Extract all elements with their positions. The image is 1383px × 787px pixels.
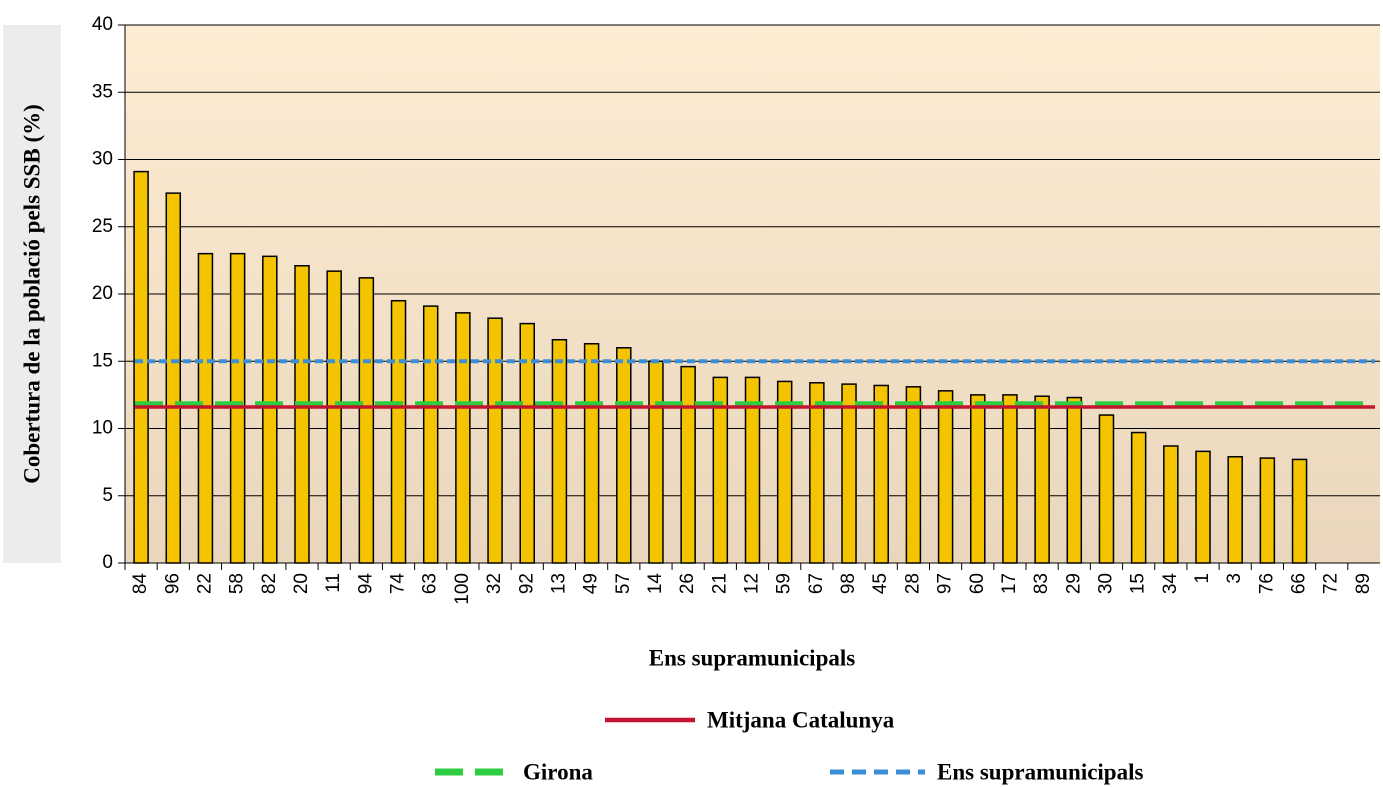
x-tick-label: 84 xyxy=(130,573,151,595)
bar xyxy=(487,317,503,564)
x-tick-label: 96 xyxy=(162,573,183,594)
x-tick-label: 1 xyxy=(1192,573,1213,584)
y-tick-label: 35 xyxy=(92,81,113,102)
x-tick-label: 58 xyxy=(227,573,248,594)
bar xyxy=(1291,458,1308,564)
y-tick-label: 5 xyxy=(102,485,113,506)
x-tick-label: 30 xyxy=(1095,573,1116,594)
bar xyxy=(1227,455,1243,564)
legend-label: Mitjana Catalunya xyxy=(707,707,895,732)
bar xyxy=(905,386,922,564)
x-tick-label: 72 xyxy=(1321,573,1342,594)
y-tick-label: 30 xyxy=(92,149,113,170)
x-tick-label: 66 xyxy=(1289,573,1310,594)
x-tick-label: 76 xyxy=(1256,573,1277,594)
x-tick-label: 20 xyxy=(291,573,312,594)
x-tick-label: 22 xyxy=(194,573,215,594)
x-tick-label: 82 xyxy=(259,573,280,594)
legend-label: Ens supramunicipals xyxy=(937,759,1143,784)
bar xyxy=(390,299,407,564)
bar xyxy=(1259,457,1276,564)
y-tick-label: 15 xyxy=(92,350,113,371)
bar xyxy=(1066,396,1083,564)
x-tick-label: 59 xyxy=(774,573,795,594)
bar xyxy=(1034,395,1050,564)
x-tick-label: 63 xyxy=(420,573,441,594)
bar xyxy=(1002,394,1018,564)
x-tick-label: 60 xyxy=(967,573,988,594)
bar xyxy=(616,347,632,564)
x-tick-label: 17 xyxy=(999,573,1020,594)
x-tick-label: 29 xyxy=(1063,573,1084,594)
x-tick-label: 3 xyxy=(1224,573,1245,584)
x-tick-label: 34 xyxy=(1160,573,1181,595)
x-tick-label: 74 xyxy=(388,573,409,595)
bar xyxy=(1163,445,1179,564)
x-tick-label: 49 xyxy=(581,573,602,594)
bar xyxy=(133,170,149,564)
x-tick-label: 98 xyxy=(838,573,859,594)
y-tick-label: 40 xyxy=(92,14,113,35)
x-tick-label: 14 xyxy=(645,573,666,595)
legend-label: Girona xyxy=(523,759,593,784)
x-axis-title: Ens supramunicipals xyxy=(649,645,855,670)
x-tick-label: 92 xyxy=(516,573,537,594)
bar xyxy=(841,383,857,564)
x-tick-label: 11 xyxy=(323,573,344,593)
x-tick-label: 89 xyxy=(1353,573,1374,594)
x-tick-label: 32 xyxy=(484,573,505,594)
x-tick-label: 97 xyxy=(935,573,956,594)
x-tick-label: 13 xyxy=(548,573,569,594)
bar xyxy=(1098,414,1115,564)
y-tick-label: 0 xyxy=(102,552,113,573)
bar xyxy=(358,277,375,564)
bar xyxy=(680,365,696,564)
x-tick-label: 45 xyxy=(870,573,891,594)
bar xyxy=(970,394,986,564)
bar xyxy=(551,338,568,564)
y-tick-label: 20 xyxy=(92,283,113,304)
x-tick-label: 83 xyxy=(1031,573,1052,594)
bar xyxy=(455,312,471,564)
bar xyxy=(422,305,439,564)
bar xyxy=(294,265,310,564)
x-tick-label: 94 xyxy=(355,573,376,595)
bar xyxy=(648,360,664,564)
bar xyxy=(326,270,342,564)
x-tick-label: 21 xyxy=(709,573,730,594)
bar xyxy=(583,343,600,564)
bar xyxy=(937,390,954,564)
bar xyxy=(873,384,889,564)
y-tick-label: 10 xyxy=(92,418,113,439)
y-tick-label: 25 xyxy=(92,216,113,237)
bar xyxy=(1130,431,1147,564)
x-tick-label: 12 xyxy=(742,573,763,594)
y-axis-title: Cobertura de la població pels SSB (%) xyxy=(19,104,44,484)
x-tick-label: 100 xyxy=(452,573,473,605)
x-tick-label: 15 xyxy=(1128,573,1149,594)
x-tick-label: 67 xyxy=(806,573,827,594)
x-tick-label: 28 xyxy=(902,573,923,594)
bar xyxy=(262,255,278,564)
bar xyxy=(165,192,182,564)
bar xyxy=(809,382,825,564)
y-title-box xyxy=(3,25,61,563)
bar xyxy=(1195,450,1211,564)
x-tick-label: 57 xyxy=(613,573,634,594)
x-tick-label: 26 xyxy=(677,573,698,594)
